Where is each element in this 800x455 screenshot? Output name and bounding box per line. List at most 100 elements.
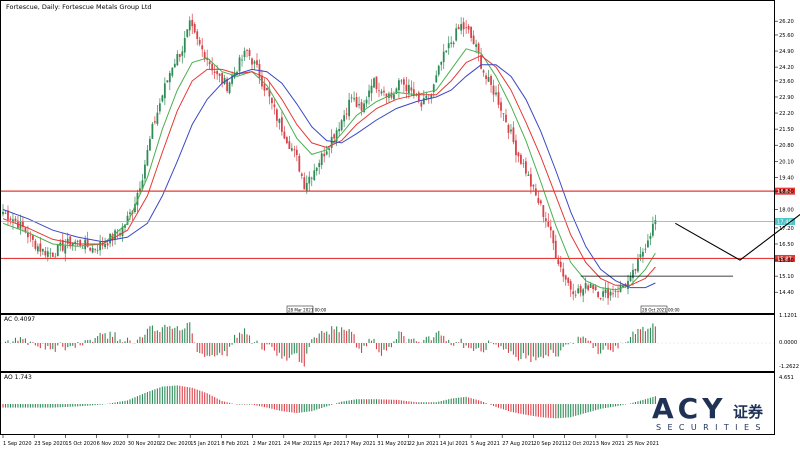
candle-body bbox=[69, 236, 72, 247]
candle-body bbox=[134, 204, 136, 212]
candle-body bbox=[86, 239, 89, 247]
candle-body bbox=[520, 154, 522, 164]
candle-body bbox=[39, 243, 42, 252]
candle-body bbox=[527, 174, 530, 176]
candle-body bbox=[241, 59, 243, 61]
candle-body bbox=[328, 148, 331, 151]
candle-body bbox=[338, 129, 341, 132]
candle-body bbox=[497, 92, 500, 105]
candle-body bbox=[515, 140, 517, 156]
price-tick-label: 20.10 bbox=[779, 159, 794, 165]
candle-body bbox=[465, 27, 468, 29]
candle-body bbox=[500, 102, 502, 111]
candle-body bbox=[450, 42, 453, 44]
price-tick-label: 26.20 bbox=[779, 19, 794, 25]
ac-indicator-label: AC 0.4097 bbox=[4, 316, 35, 323]
candle-body bbox=[587, 285, 590, 290]
candle-body bbox=[238, 57, 241, 72]
candle-body bbox=[66, 238, 69, 244]
acy-securities-logo: ACY 证券 SECURITIES bbox=[652, 392, 764, 432]
price-tick-label: 24.20 bbox=[779, 65, 794, 71]
candle-body bbox=[79, 239, 82, 246]
ao-tick-label: 4.651 bbox=[779, 375, 794, 381]
price-tick-label: 21.50 bbox=[779, 127, 794, 133]
price-level-label: 15.87 bbox=[777, 256, 792, 262]
candle-body bbox=[340, 120, 343, 131]
candle-body bbox=[335, 130, 338, 142]
candle-body bbox=[425, 95, 428, 99]
candle-body bbox=[512, 127, 515, 143]
candle-body bbox=[116, 232, 119, 234]
candle-body bbox=[74, 241, 77, 244]
time-tick-label: 27 Aug 2021 bbox=[502, 441, 534, 447]
candle-body bbox=[193, 23, 196, 33]
candle-body bbox=[158, 103, 161, 112]
candle-body bbox=[51, 252, 54, 257]
candle-body bbox=[455, 28, 458, 41]
candle-body bbox=[14, 218, 17, 221]
candle-body bbox=[114, 230, 116, 239]
candle-body bbox=[325, 151, 328, 155]
candle-body bbox=[492, 85, 495, 95]
candle-body bbox=[141, 180, 144, 190]
candle-body bbox=[330, 136, 333, 148]
candle-body bbox=[318, 163, 321, 168]
candle-body bbox=[348, 99, 351, 117]
time-tick-label: 25 Nov 2021 bbox=[627, 441, 659, 447]
candle-body bbox=[559, 261, 562, 268]
candle-body bbox=[323, 153, 326, 157]
moving-average-line bbox=[2, 48, 656, 291]
candle-body bbox=[243, 50, 246, 57]
candle-body bbox=[183, 38, 186, 53]
candle-body bbox=[572, 291, 575, 295]
candle-body bbox=[136, 192, 139, 206]
candle-body bbox=[218, 73, 221, 76]
candle-body bbox=[293, 149, 296, 151]
candle-body bbox=[562, 268, 565, 277]
candle-body bbox=[365, 99, 368, 104]
candle-body bbox=[470, 26, 473, 39]
candle-body bbox=[445, 50, 448, 53]
candle-body bbox=[71, 242, 74, 246]
candle-body bbox=[529, 174, 532, 187]
candle-body bbox=[298, 155, 301, 172]
candle-body bbox=[507, 124, 510, 133]
time-tick-label: 7 May 2021 bbox=[346, 441, 375, 447]
candle-body bbox=[146, 150, 149, 166]
candle-body bbox=[410, 87, 413, 91]
candle-body bbox=[310, 177, 313, 179]
candle-body bbox=[505, 114, 507, 123]
moving-average-line bbox=[2, 55, 656, 286]
candle-body bbox=[231, 75, 233, 84]
candle-body bbox=[256, 60, 258, 65]
time-tick-label: 23 Sep 2020 bbox=[34, 441, 66, 447]
candle-body bbox=[647, 240, 649, 248]
candle-body bbox=[460, 24, 463, 31]
time-tick-label: 15 Oct 2020 bbox=[65, 441, 96, 447]
candle-body bbox=[173, 63, 176, 68]
date-markers: 28 Mar 2021 00:00 28 Oct 2021 00:00 bbox=[286, 305, 680, 314]
ac-tick-label: -1.2622 bbox=[779, 364, 799, 370]
candle-body bbox=[644, 248, 647, 250]
candle-body bbox=[303, 177, 306, 190]
candle-body bbox=[156, 112, 159, 125]
watermark-brand: ACY bbox=[652, 392, 727, 425]
projection-arrow bbox=[675, 213, 800, 261]
candle-body bbox=[345, 113, 348, 115]
candle-body bbox=[121, 226, 124, 237]
candle-body bbox=[373, 78, 375, 88]
candle-body bbox=[320, 153, 323, 165]
candle-body bbox=[288, 141, 291, 149]
candle-body bbox=[24, 227, 27, 233]
time-tick-label: 3 Nov 2021 bbox=[596, 441, 625, 447]
candle-body bbox=[208, 61, 211, 65]
price-tick-label: 16.50 bbox=[779, 242, 794, 248]
candle-body bbox=[49, 252, 52, 254]
time-tick-label: 8 Feb 2021 bbox=[221, 441, 249, 447]
candle-body bbox=[149, 138, 151, 151]
time-tick-label: 14 Jul 2021 bbox=[440, 441, 468, 447]
candle-body bbox=[637, 258, 639, 272]
price-level-label: 17.48 bbox=[777, 219, 792, 225]
moving-average-line bbox=[2, 64, 656, 289]
